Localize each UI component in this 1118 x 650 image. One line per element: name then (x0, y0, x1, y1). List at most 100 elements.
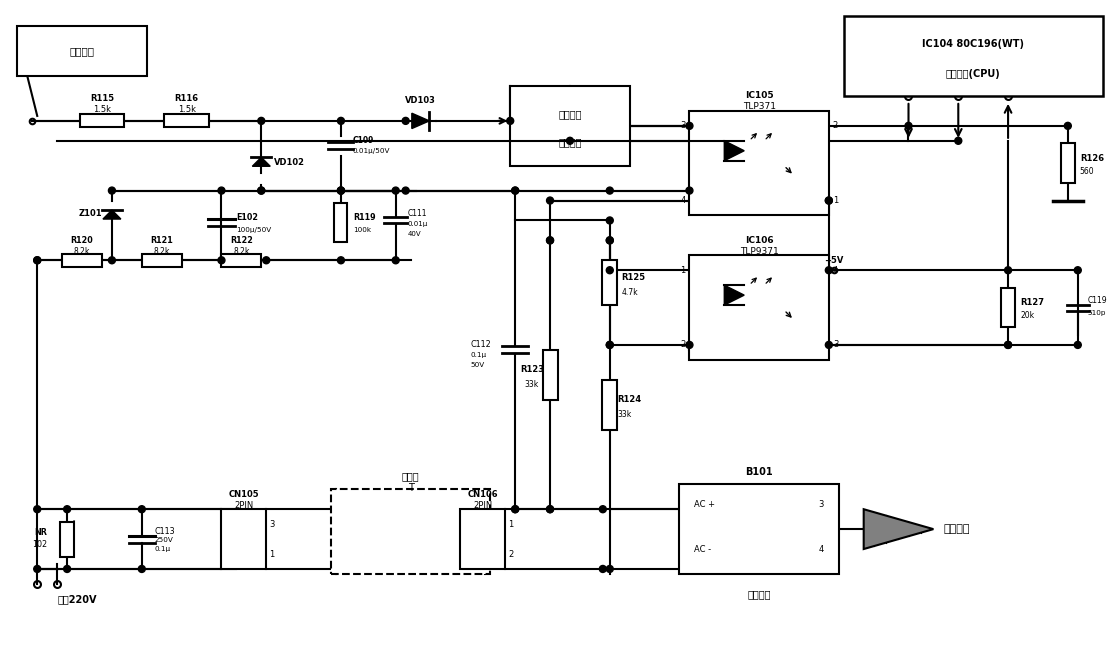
Circle shape (139, 566, 145, 573)
Bar (542, 350, 558, 400)
Circle shape (1005, 341, 1012, 348)
Text: 检测电路: 检测电路 (558, 136, 581, 147)
Polygon shape (103, 210, 121, 219)
Circle shape (402, 118, 409, 124)
Text: TLP371: TLP371 (742, 103, 776, 111)
Text: CN105: CN105 (228, 489, 259, 499)
Bar (1061, 143, 1074, 183)
Bar (680, 484, 838, 574)
Circle shape (547, 237, 553, 244)
Circle shape (825, 341, 832, 348)
Circle shape (1005, 341, 1012, 348)
Circle shape (686, 341, 693, 348)
Circle shape (599, 506, 606, 513)
Text: 0.01μ/50V: 0.01μ/50V (353, 148, 390, 154)
Text: 3: 3 (818, 500, 824, 509)
Text: 3: 3 (269, 519, 275, 528)
Text: 通信接口: 通信接口 (69, 46, 95, 56)
Circle shape (34, 257, 40, 264)
Circle shape (686, 122, 693, 129)
Circle shape (825, 197, 832, 204)
Circle shape (34, 566, 40, 573)
Text: 1: 1 (269, 549, 275, 558)
Polygon shape (411, 113, 429, 129)
Circle shape (955, 137, 961, 144)
Text: 2PIN: 2PIN (473, 500, 492, 510)
Text: 510p: 510p (1088, 309, 1106, 315)
Circle shape (108, 187, 115, 194)
Circle shape (606, 266, 614, 274)
Polygon shape (864, 509, 934, 549)
Bar (17, 26, 146, 76)
Text: VD102: VD102 (274, 158, 305, 167)
Circle shape (139, 506, 145, 513)
Circle shape (512, 506, 519, 513)
Text: 3: 3 (833, 341, 838, 350)
Circle shape (338, 187, 344, 194)
Text: 交流220V: 交流220V (57, 594, 96, 604)
Circle shape (825, 197, 832, 204)
Text: NR: NR (35, 528, 47, 537)
Polygon shape (724, 285, 745, 305)
Text: 1: 1 (833, 196, 838, 205)
Circle shape (1074, 266, 1081, 274)
Circle shape (108, 257, 115, 264)
Text: IC104 80C196(WT): IC104 80C196(WT) (922, 39, 1024, 49)
Circle shape (258, 187, 265, 194)
Text: 2PIN: 2PIN (235, 500, 254, 510)
Circle shape (64, 506, 70, 513)
Circle shape (825, 266, 832, 274)
Text: 4: 4 (680, 196, 685, 205)
Text: 102: 102 (32, 540, 47, 549)
Bar (510, 86, 629, 166)
Text: C109: C109 (353, 136, 375, 146)
Circle shape (606, 341, 614, 348)
Text: 3: 3 (680, 122, 685, 131)
Circle shape (506, 118, 513, 124)
Circle shape (218, 187, 225, 194)
Text: C111: C111 (408, 209, 427, 218)
Text: R127: R127 (1020, 298, 1044, 307)
Text: R120: R120 (70, 236, 94, 245)
Text: 4.7k: 4.7k (622, 288, 638, 297)
Text: 4: 4 (818, 545, 824, 554)
Bar (690, 255, 828, 360)
Circle shape (34, 506, 40, 513)
Text: 直流电源: 直流电源 (944, 524, 969, 534)
Circle shape (402, 187, 409, 194)
Text: C113: C113 (154, 526, 176, 536)
Circle shape (606, 217, 614, 224)
Text: 20k: 20k (1020, 311, 1034, 320)
Text: AC -: AC - (694, 545, 711, 554)
Circle shape (606, 341, 614, 348)
Text: VD103: VD103 (405, 96, 436, 105)
Text: 8.2k: 8.2k (234, 247, 249, 256)
Text: 变压器: 变压器 (401, 471, 419, 482)
Polygon shape (724, 141, 745, 161)
Text: 微处理器(CPU): 微处理器(CPU) (946, 69, 1001, 79)
Circle shape (1064, 122, 1071, 129)
Bar (221, 254, 262, 266)
Circle shape (512, 187, 519, 194)
Text: R122: R122 (230, 236, 253, 245)
Text: TLP9371: TLP9371 (740, 247, 778, 256)
Circle shape (512, 506, 519, 513)
Bar (63, 254, 102, 266)
Circle shape (218, 257, 225, 264)
Text: R116: R116 (174, 94, 199, 103)
Bar (603, 380, 617, 430)
Circle shape (392, 257, 399, 264)
Polygon shape (253, 157, 271, 166)
Bar (1001, 288, 1015, 328)
Circle shape (258, 118, 265, 124)
Bar (603, 260, 617, 305)
Text: R125: R125 (622, 273, 646, 282)
Text: 1: 1 (509, 519, 513, 528)
Text: 1: 1 (680, 266, 685, 275)
Text: 1.5k: 1.5k (93, 105, 111, 114)
Bar (221, 509, 266, 569)
Circle shape (547, 506, 553, 513)
Text: 2: 2 (833, 122, 838, 131)
Text: B101: B101 (746, 467, 773, 477)
Text: C119: C119 (1088, 296, 1107, 305)
